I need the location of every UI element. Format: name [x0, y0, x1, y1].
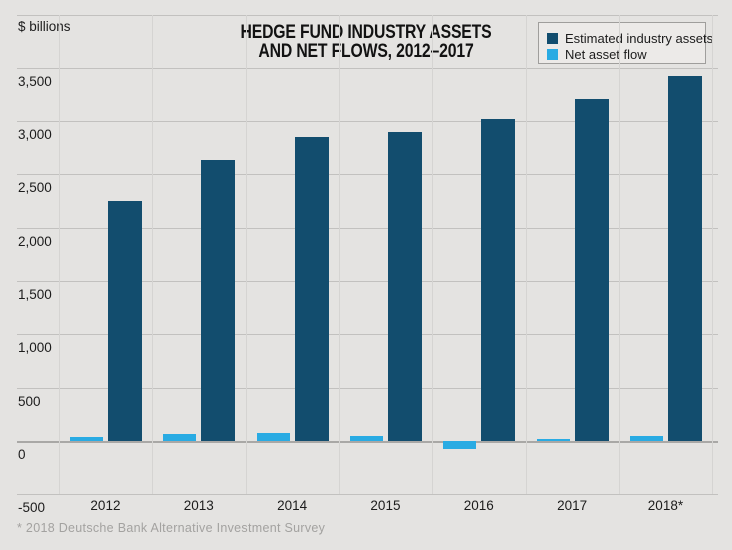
legend-swatch-net-asset-flow: [547, 49, 558, 61]
h-gridline-3000: [17, 120, 718, 122]
h-gridline-1500: [17, 280, 718, 282]
legend-item: Net asset flow: [547, 46, 697, 62]
bar-net-asset-flow-2015: [349, 436, 383, 441]
x-axis-label-2018: 2018*: [647, 498, 684, 513]
h-gridline-0: [17, 441, 718, 443]
x-axis-label-2017: 2017: [557, 498, 588, 513]
y-axis-tick-label-500: 500: [18, 393, 41, 409]
bar-net-asset-flow-2013: [163, 434, 197, 441]
x-axis-label-2013: 2013: [183, 498, 214, 513]
x-axis-label-2016: 2016: [463, 498, 494, 513]
legend-swatch-estimated-industry-assets: [547, 32, 558, 44]
x-axis-label-2014: 2014: [277, 498, 308, 513]
bar-net-asset-flow-2017: [536, 439, 570, 441]
h-gridline--500: [17, 494, 718, 496]
h-gridline-3500: [17, 67, 718, 69]
y-axis-tick-label-2000: 2,000: [18, 233, 52, 249]
legend-label: Net asset flow: [565, 47, 647, 63]
v-gridline-5: [525, 15, 527, 495]
x-axis-label-2012: 2012: [90, 498, 121, 513]
v-gridline-6: [618, 15, 620, 495]
h-gridline-1000: [17, 334, 718, 336]
v-gridline-1: [152, 15, 154, 495]
bar-net-asset-flow-2014: [256, 432, 290, 441]
bar-estimated-industry-assets-2018: [667, 76, 702, 441]
plot-top-border: [17, 15, 718, 16]
y-axis-tick-label-3000: 3,000: [18, 126, 52, 142]
bar-estimated-industry-assets-2017: [574, 98, 609, 441]
bar-estimated-industry-assets-2014: [294, 136, 329, 441]
h-gridline-2000: [17, 227, 718, 229]
bar-estimated-industry-assets-2015: [387, 131, 422, 441]
v-gridline-4: [432, 15, 434, 495]
v-gridline-2: [245, 15, 247, 495]
bar-net-asset-flow-2016: [443, 441, 477, 449]
legend-item: Estimated industry assets: [547, 30, 713, 46]
y-axis-tick-label-1500: 1,500: [18, 286, 52, 302]
x-axis-label-2015: 2015: [370, 498, 401, 513]
v-gridline-3: [338, 15, 340, 495]
y-axis-tick-label-3500: 3,500: [18, 73, 52, 89]
y-axis-tick-label-1000: 1,000: [18, 340, 52, 356]
legend-label: Estimated industry assets: [565, 30, 714, 46]
bar-estimated-industry-assets-2013: [201, 160, 236, 441]
bar-estimated-industry-assets-2016: [481, 118, 516, 441]
chart-title-line-1: HEDGE FUND INDUSTRY ASSETS: [240, 22, 492, 43]
y-axis-unit-label: $ billions: [18, 19, 71, 34]
h-gridline-2500: [17, 174, 718, 176]
h-gridline-500: [17, 387, 718, 389]
bar-net-asset-flow-2018: [629, 435, 663, 441]
chart-title-line-2: AND NET FLOWS, 2012–2017: [258, 40, 474, 62]
y-axis-tick-label-0: 0: [18, 447, 26, 462]
chart-footnote: * 2018 Deutsche Bank Alternative Investm…: [17, 521, 326, 535]
y-axis-tick-label-2500: 2,500: [18, 180, 52, 196]
v-gridline-7: [712, 15, 714, 495]
chart-title: HEDGE FUND INDUSTRY ASSETS AND NET FLOWS…: [183, 22, 548, 62]
y-axis-tick-label--500: -500: [18, 500, 46, 516]
v-gridline-0: [58, 15, 60, 495]
legend: Estimated industry assets Net asset flow: [538, 22, 713, 64]
bar-estimated-industry-assets-2012: [107, 200, 142, 441]
bar-net-asset-flow-2012: [69, 437, 103, 441]
